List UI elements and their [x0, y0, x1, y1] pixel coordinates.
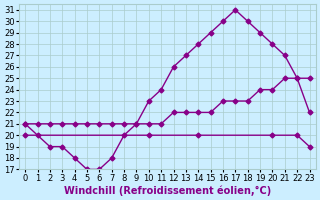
X-axis label: Windchill (Refroidissement éolien,°C): Windchill (Refroidissement éolien,°C)	[64, 185, 271, 196]
